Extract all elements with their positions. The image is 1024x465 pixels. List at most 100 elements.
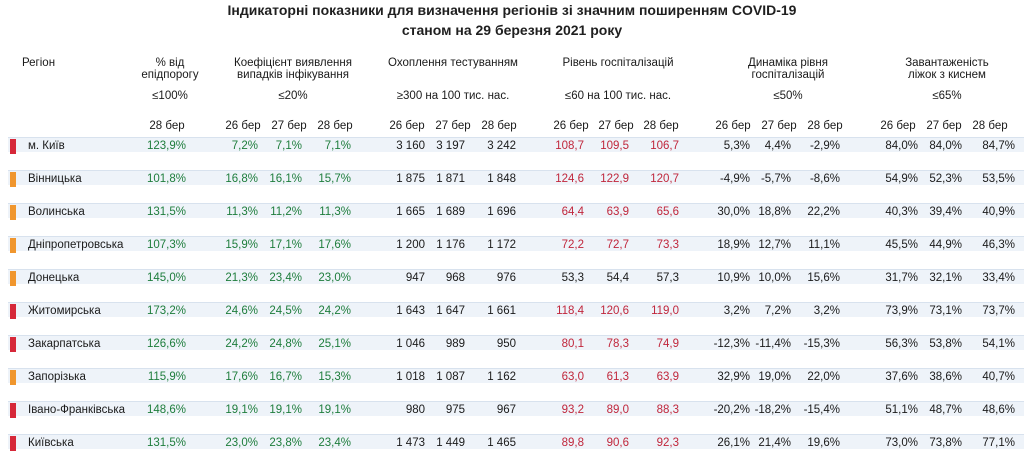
date-hosp-28: 28 бер	[643, 120, 679, 132]
cell-coef: 19,1%	[269, 404, 302, 416]
row-band	[8, 171, 1024, 185]
date-dyn-26: 26 бер	[715, 120, 751, 132]
cell-dyn: 22,2%	[807, 206, 840, 218]
cell-oxy: 54,9%	[885, 173, 918, 185]
cell-dyn: 18,9%	[717, 239, 750, 251]
cell-test: 1 871	[436, 173, 465, 185]
region-status-flag	[10, 172, 16, 187]
region-name: Івано-Франківська	[28, 404, 126, 416]
cell-hosp: 93,2	[561, 404, 584, 416]
row-band	[8, 435, 1024, 449]
cell-test: 1 176	[436, 239, 465, 251]
table-title: Індикаторні показники для визначення рег…	[227, 2, 797, 18]
cell-oxy: 53,8%	[929, 338, 962, 350]
cell-oxy: 84,0%	[885, 140, 918, 152]
cell-hosp: 106,7	[650, 140, 679, 152]
cell-dyn: -2,9%	[809, 140, 840, 152]
cell-dyn: 32,9%	[717, 371, 750, 383]
cell-dyn: -15,3%	[803, 338, 840, 350]
cell-coef: 24,5%	[269, 305, 302, 317]
cell-coef: 16,1%	[269, 173, 302, 185]
threshold-test: ≥300 на 100 тис. нас.	[396, 90, 510, 102]
threshold-coef: ≤20%	[278, 90, 308, 102]
cell-hosp: 63,9	[656, 371, 679, 383]
row-divider	[8, 170, 1024, 171]
row-divider	[8, 203, 1024, 204]
cell-hosp: 72,2	[561, 239, 584, 251]
date-hosp-26: 26 бер	[553, 120, 589, 132]
row-divider	[8, 335, 1024, 336]
cell-hosp: 124,6	[555, 173, 584, 185]
date-dyn-28: 28 бер	[807, 120, 843, 132]
date-coef-27: 27 бер	[271, 120, 307, 132]
cell-coef: 19,1%	[318, 404, 351, 416]
cell-dyn: 10,9%	[717, 272, 750, 284]
region-name: Волинська	[28, 206, 85, 218]
cell-epi: 145,0%	[146, 272, 186, 284]
cell-coef: 24,2%	[318, 305, 351, 317]
row-band	[8, 204, 1024, 218]
cell-test: 1 689	[436, 206, 465, 218]
cell-coef: 25,1%	[318, 338, 351, 350]
cell-oxy: 33,4%	[982, 272, 1015, 284]
cell-dyn: 22,0%	[807, 371, 840, 383]
cell-oxy: 40,3%	[885, 206, 918, 218]
region-name: Київська	[28, 437, 74, 449]
header-oxy: Завантаженість ліжок з киснем	[905, 57, 989, 81]
region-status-flag	[10, 205, 16, 220]
row-band	[8, 369, 1024, 383]
cell-hosp: 63,0	[561, 371, 584, 383]
cell-dyn: 30,0%	[717, 206, 750, 218]
date-oxy-26: 26 бер	[880, 120, 916, 132]
row-band	[8, 336, 1024, 350]
cell-dyn: -4,9%	[719, 173, 750, 185]
cell-test: 967	[496, 404, 516, 416]
cell-test: 1 661	[487, 305, 516, 317]
cell-dyn: 26,1%	[717, 437, 750, 449]
region-name: Житомирська	[28, 305, 101, 317]
cell-test: 1 449	[436, 437, 465, 449]
header-region: Регіон	[22, 57, 56, 69]
cell-epi: 131,5%	[146, 206, 186, 218]
cell-hosp: 64,4	[561, 206, 584, 218]
cell-coef: 11,2%	[270, 206, 302, 218]
threshold-epi: ≤100%	[152, 90, 188, 102]
cell-test: 3 242	[487, 140, 516, 152]
cell-dyn: 5,3%	[723, 140, 750, 152]
cell-dyn: -20,2%	[713, 404, 750, 416]
header-epi: % від епідпорогу	[141, 57, 199, 81]
region-name: Вінницька	[28, 173, 82, 185]
row-divider	[8, 401, 1024, 402]
cell-hosp: 120,7	[650, 173, 679, 185]
cell-test: 1 172	[487, 239, 516, 251]
region-status-flag	[10, 337, 16, 352]
cell-dyn: 21,4%	[758, 437, 791, 449]
date-coef-28: 28 бер	[317, 120, 353, 132]
row-band	[8, 303, 1024, 317]
date-oxy-28: 28 бер	[972, 120, 1008, 132]
row-band	[8, 138, 1024, 152]
cell-dyn: -15,4%	[803, 404, 840, 416]
cell-coef: 17,1%	[269, 239, 302, 251]
cell-epi: 115,9%	[147, 371, 186, 383]
cell-dyn: -18,2%	[754, 404, 791, 416]
cell-coef: 11,3%	[319, 206, 351, 218]
cell-epi: 126,6%	[146, 338, 186, 350]
cell-oxy: 44,9%	[929, 239, 962, 251]
cell-oxy: 56,3%	[885, 338, 918, 350]
region-name: Донецька	[28, 272, 80, 284]
cell-hosp: 73,3	[656, 239, 679, 251]
cell-dyn: 7,2%	[764, 305, 791, 317]
cell-hosp: 89,0	[606, 404, 629, 416]
cell-coef: 24,6%	[225, 305, 258, 317]
cell-coef: 11,3%	[226, 206, 258, 218]
cell-epi: 131,5%	[146, 437, 186, 449]
cell-coef: 7,2%	[231, 140, 258, 152]
cell-oxy: 77,1%	[982, 437, 1015, 449]
cell-dyn: 10,0%	[758, 272, 791, 284]
cell-hosp: 72,7	[606, 239, 629, 251]
cell-coef: 17,6%	[318, 239, 351, 251]
cell-dyn: 4,4%	[764, 140, 791, 152]
date-test-27: 27 бер	[435, 120, 471, 132]
date-hosp-27: 27 бер	[598, 120, 634, 132]
